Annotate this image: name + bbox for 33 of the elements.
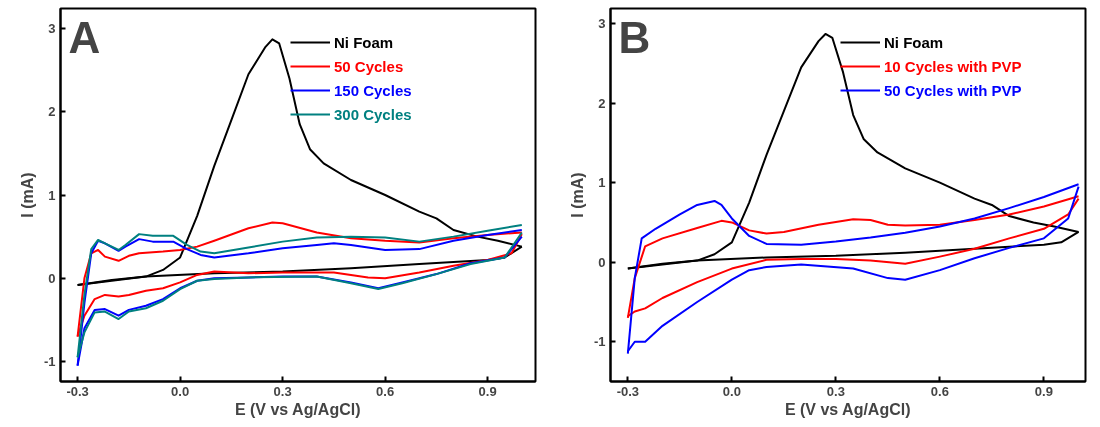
y-tick-label: -1 — [593, 334, 606, 350]
y-tick-label: 0 — [48, 270, 56, 286]
x-tick-label: 0.9 — [478, 383, 497, 399]
y-tick-label: 0 — [598, 254, 606, 270]
x-tick-label: -0.3 — [616, 383, 640, 399]
legend-label: 50 Cycles with PVP — [884, 81, 1022, 99]
y-tick-label: 1 — [48, 187, 56, 203]
y-tick-label: 2 — [48, 104, 56, 120]
legend-label: Ni Foam — [884, 33, 944, 51]
y-tick-label: -1 — [43, 354, 56, 370]
x-tick-label: 0.9 — [1034, 383, 1053, 399]
x-tick-label: 0.3 — [826, 383, 845, 399]
legend-label: 150 Cycles — [334, 81, 412, 99]
legend-label: 50 Cycles — [334, 57, 404, 75]
x-tick-label: 0.6 — [376, 383, 395, 399]
legend-label: 300 Cycles — [334, 105, 412, 123]
x-tick-label: 0.3 — [273, 383, 292, 399]
x-axis-title: E (V vs Ag/AgCl) — [234, 400, 361, 418]
y-tick-label: 2 — [598, 95, 606, 111]
x-tick-label: 0.6 — [930, 383, 949, 399]
x-tick-label: 0.0 — [722, 383, 741, 399]
x-tick-label: -0.3 — [66, 383, 89, 399]
legend-label: 10 Cycles with PVP — [884, 57, 1022, 75]
x-tick-label: 0.0 — [171, 383, 190, 399]
x-axis-title: E (V vs Ag/AgCl) — [784, 400, 911, 418]
y-tick-label: 3 — [598, 16, 606, 32]
y-tick-label: 3 — [48, 20, 56, 36]
chart-title: A — [68, 12, 101, 62]
y-axis-title: I (mA) — [18, 172, 36, 218]
chart-title: B — [618, 12, 651, 62]
y-tick-label: 1 — [598, 175, 606, 191]
legend-label: Ni Foam — [334, 33, 394, 51]
y-axis-title: I (mA) — [568, 172, 586, 218]
